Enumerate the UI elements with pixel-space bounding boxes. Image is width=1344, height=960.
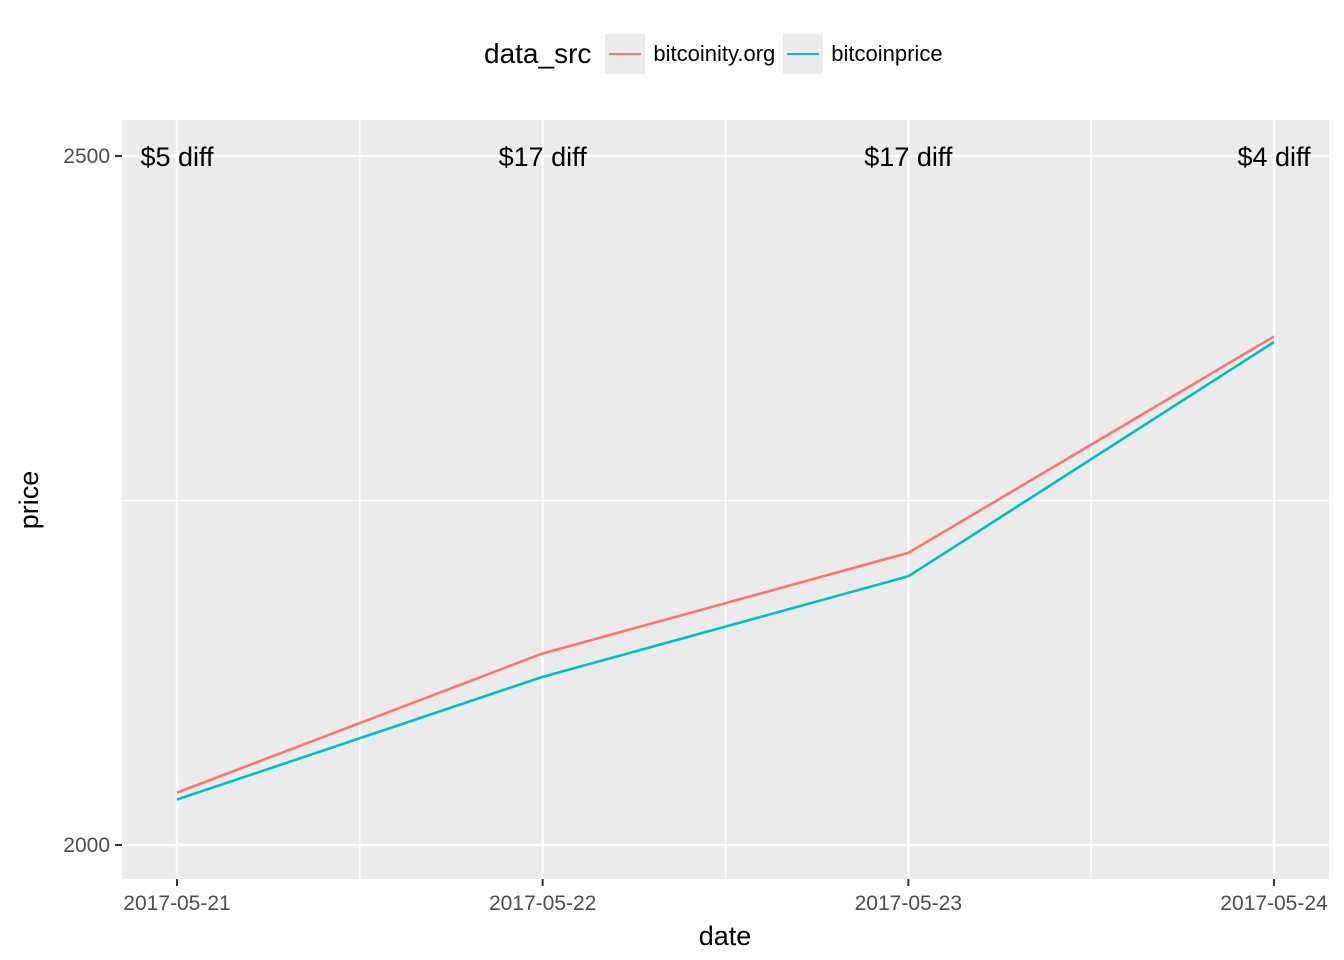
legend-swatch-series-2 (787, 53, 820, 56)
x-axis-label: date (699, 921, 752, 951)
legend-label-series-1: bitcoinity.org (653, 41, 776, 66)
legend-swatch-series-1 (609, 53, 642, 56)
x-tick-label: 2017-05-23 (855, 892, 962, 915)
legend-key-series-1 (605, 34, 646, 74)
y-tick-label: 2000 (63, 834, 110, 857)
legend-key-series-2 (783, 34, 824, 74)
legend-title: data_src (484, 38, 592, 69)
grid-lines (122, 120, 1329, 879)
annotation-label: $17 diff (864, 142, 953, 172)
axes: 2000 2500 2017-05-21 2017-05-22 2017-05-23 20… (63, 145, 1328, 915)
x-tick-label: 2017-05-21 (123, 892, 230, 915)
legend: data_src bitcoinity.org bitcoinprice (484, 34, 951, 74)
y-tick-label: 2500 (63, 145, 110, 168)
x-tick-label: 2017-05-22 (489, 892, 596, 915)
legend-label-series-2: bitcoinprice (831, 41, 943, 66)
x-tick-label: 2017-05-24 (1220, 892, 1328, 915)
annotations: $5 diff $17 diff $17 diff $4 diff (140, 142, 1311, 172)
annotation-label: $5 diff (140, 142, 214, 172)
series-lines (176, 335, 1275, 801)
annotation-label: $4 diff (1237, 142, 1311, 172)
series-line-1 (176, 335, 1275, 794)
y-axis-label: price (14, 471, 44, 530)
series-line-2 (176, 340, 1275, 801)
annotation-label: $17 diff (499, 142, 588, 172)
